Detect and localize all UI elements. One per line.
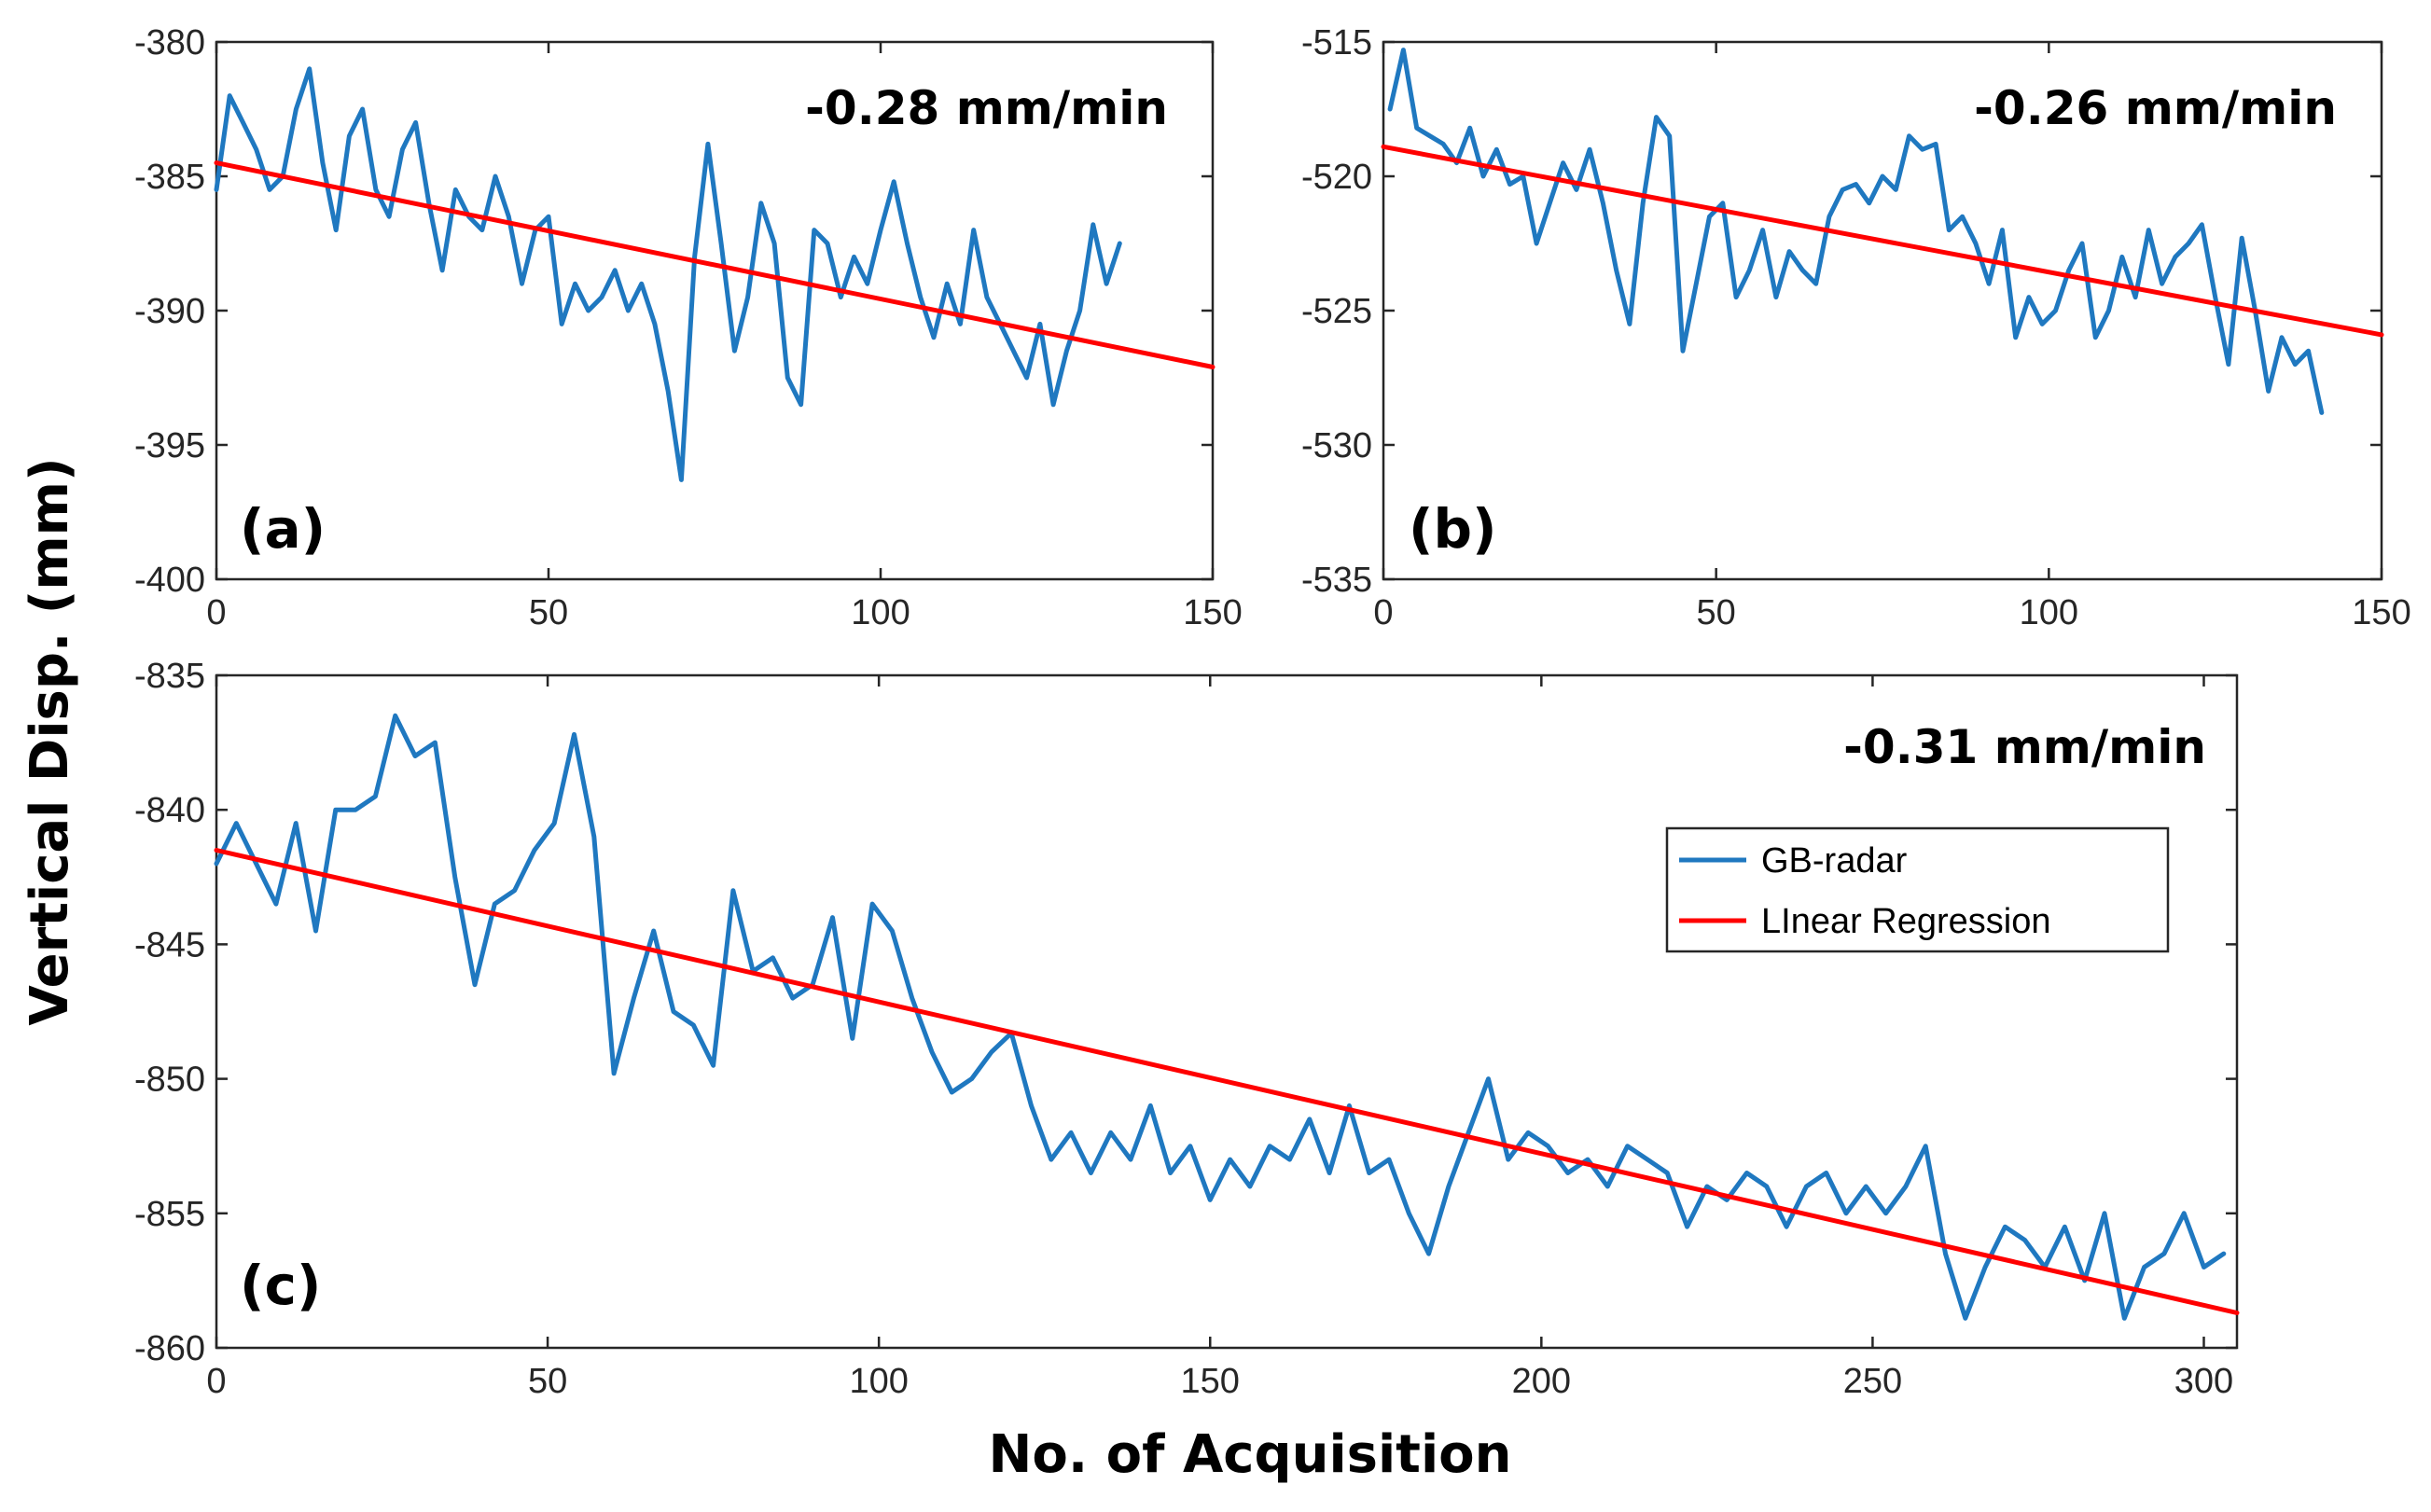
panel-a-x-tick-label: 100 xyxy=(851,593,910,632)
panel-a-x-tick-label: 150 xyxy=(1183,593,1242,632)
y-axis-label: Vertical Disp. (mm) xyxy=(20,457,80,1025)
panel-c-x-tick-label: 50 xyxy=(528,1362,567,1401)
panel-a-x-tick-label: 50 xyxy=(529,593,568,632)
panel-b-annotation: -0.26 mm/min xyxy=(1974,81,2337,135)
panel-c-x-tick-label: 100 xyxy=(849,1362,908,1401)
panel-a-x-tick-label: 0 xyxy=(206,593,226,632)
panel-c: 0 50 100 150 200 250 300 -835 -840 -845 -850 -855 -8… xyxy=(134,657,2240,1401)
panel-c-y-tick-label: -840 xyxy=(134,791,205,830)
panel-c-x-tick-label: 150 xyxy=(1181,1362,1240,1401)
panel-a-y-tick-label: -395 xyxy=(134,426,205,465)
panel-a-annotation: -0.28 mm/min xyxy=(805,81,1168,135)
panel-b-x-tick-label: 100 xyxy=(2020,593,2078,632)
panel-a-label: (a) xyxy=(240,497,326,561)
panel-c-y-tick-label: -860 xyxy=(134,1329,205,1368)
panel-b-y-tick-label: -535 xyxy=(1301,561,1372,600)
panel-c-series-linear-regression xyxy=(214,848,2240,1315)
panel-c-axes-box xyxy=(215,673,2239,1350)
legend-label-gb-radar: GB-radar xyxy=(1761,841,1908,881)
panel-a-y-tick-label: -400 xyxy=(134,561,205,600)
panel-c-y-tick-label: -850 xyxy=(134,1061,205,1100)
panel-a-y-tick-label: -380 xyxy=(134,23,205,62)
legend: GB-radar LInear Regression xyxy=(1665,826,2170,953)
panel-b-x-tick-label: 0 xyxy=(1373,593,1393,632)
panel-b-y-tick-label: -525 xyxy=(1301,292,1372,331)
panel-c-label: (c) xyxy=(240,1254,321,1317)
panel-c-y-tick-label: -835 xyxy=(134,657,205,696)
panel-a-y-tick-label: -390 xyxy=(134,292,205,331)
panel-b-y-tick-label: -530 xyxy=(1301,426,1372,465)
panel-b-x-tick-label: 50 xyxy=(1697,593,1736,632)
panel-c-y-tick-label: -855 xyxy=(134,1195,205,1234)
panel-a-series-gb-radar xyxy=(214,66,1122,482)
panel-b-y-tick-label: -515 xyxy=(1301,23,1372,62)
panel-b-series-linear-regression xyxy=(1381,144,2384,338)
panel-c-y-tick-label: -845 xyxy=(134,925,205,964)
legend-box xyxy=(1665,826,2170,953)
panel-b-x-tick-label: 150 xyxy=(2352,593,2410,632)
panel-b-plot: 0 50 100 150 -515 -520 -525 -530 -535 xyxy=(1301,23,2411,632)
panel-c-series-gb-radar xyxy=(214,713,2227,1321)
legend-label-regression: LInear Regression xyxy=(1761,902,2051,941)
panel-a-plot: 0 50 100 150 -380 -385 -390 -395 -400 xyxy=(134,23,1243,632)
panel-a-y-tick-label: -385 xyxy=(134,158,205,197)
panel-b-y-tick-label: -520 xyxy=(1301,158,1372,197)
panel-c-x-tick-label: 300 xyxy=(2174,1362,2233,1401)
panel-a-series-linear-regression xyxy=(214,160,1216,369)
panel-c-plot: 0 50 100 150 200 250 300 -835 -840 -845 -850 -855 -8… xyxy=(134,657,2240,1401)
panel-b: 0 50 100 150 -515 -520 -525 -530 -535 -0.26 mm/m… xyxy=(1301,23,2411,632)
panel-b-label: (b) xyxy=(1409,497,1497,561)
panel-c-x-tick-label: 200 xyxy=(1512,1362,1571,1401)
panel-c-x-tick-label: 250 xyxy=(1843,1362,1902,1401)
panel-a: 0 50 100 150 -380 -385 -390 -395 -400 -0.28 mm/m… xyxy=(134,23,1243,632)
x-axis-label: No. of Acquisition xyxy=(989,1424,1512,1485)
panel-b-series-gb-radar xyxy=(1387,48,2325,415)
panel-c-annotation: -0.31 mm/min xyxy=(1843,720,2206,774)
panel-c-x-tick-label: 0 xyxy=(206,1362,226,1401)
